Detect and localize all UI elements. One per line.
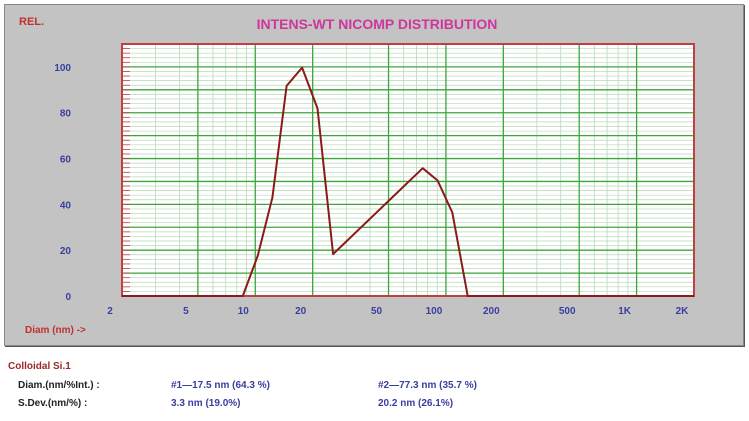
y-tick-label: 20: [60, 246, 72, 257]
x-tick-label: 20: [295, 306, 307, 317]
sdev-label: S.Dev.(nm/%) :: [18, 398, 88, 409]
peak1-diam: #1—17.5 nm (64.3 %): [171, 380, 270, 391]
x-tick-label: 500: [559, 306, 576, 317]
y-tick-label: 80: [60, 109, 72, 120]
y-tick-label: 100: [54, 63, 71, 74]
distribution-chart: REL. INTENS-WT NICOMP DISTRIBUTION 2 5 10 2…: [19, 16, 695, 336]
x-tick-label: 10: [238, 306, 250, 317]
plot-frame: [121, 43, 695, 297]
diam-label: Diam.(nm/%Int.) :: [18, 380, 100, 391]
y-axis-label: REL.: [19, 16, 44, 28]
chart-panel: REL. INTENS-WT NICOMP DISTRIBUTION 2 5 10 2…: [4, 4, 744, 346]
y-tick-label: 0: [65, 292, 71, 303]
distribution-line: [122, 66, 694, 297]
x-tick-label: 1K: [618, 306, 632, 317]
peak2-sdev: 20.2 nm (26.1%): [378, 398, 454, 409]
x-axis-label: Diam (nm) ->: [25, 325, 86, 336]
plot-background: [122, 44, 694, 296]
x-tick-label: 200: [483, 306, 500, 317]
x-tick-label: 5: [183, 306, 189, 317]
x-tick-label: 2K: [676, 306, 690, 317]
x-tick-label: 50: [371, 306, 383, 317]
y-tick-label: 40: [60, 200, 72, 211]
y-tick-label: 60: [60, 155, 72, 166]
peak1-sdev: 3.3 nm (19.0%): [171, 398, 241, 409]
x-tick-label: 2: [107, 306, 113, 317]
chart-title: INTENS-WT NICOMP DISTRIBUTION: [257, 16, 498, 32]
x-tick-label: 100: [426, 306, 443, 317]
sample-name: Colloidal Si.1: [8, 361, 71, 372]
peak2-diam: #2—77.3 nm (35.7 %): [378, 380, 477, 391]
